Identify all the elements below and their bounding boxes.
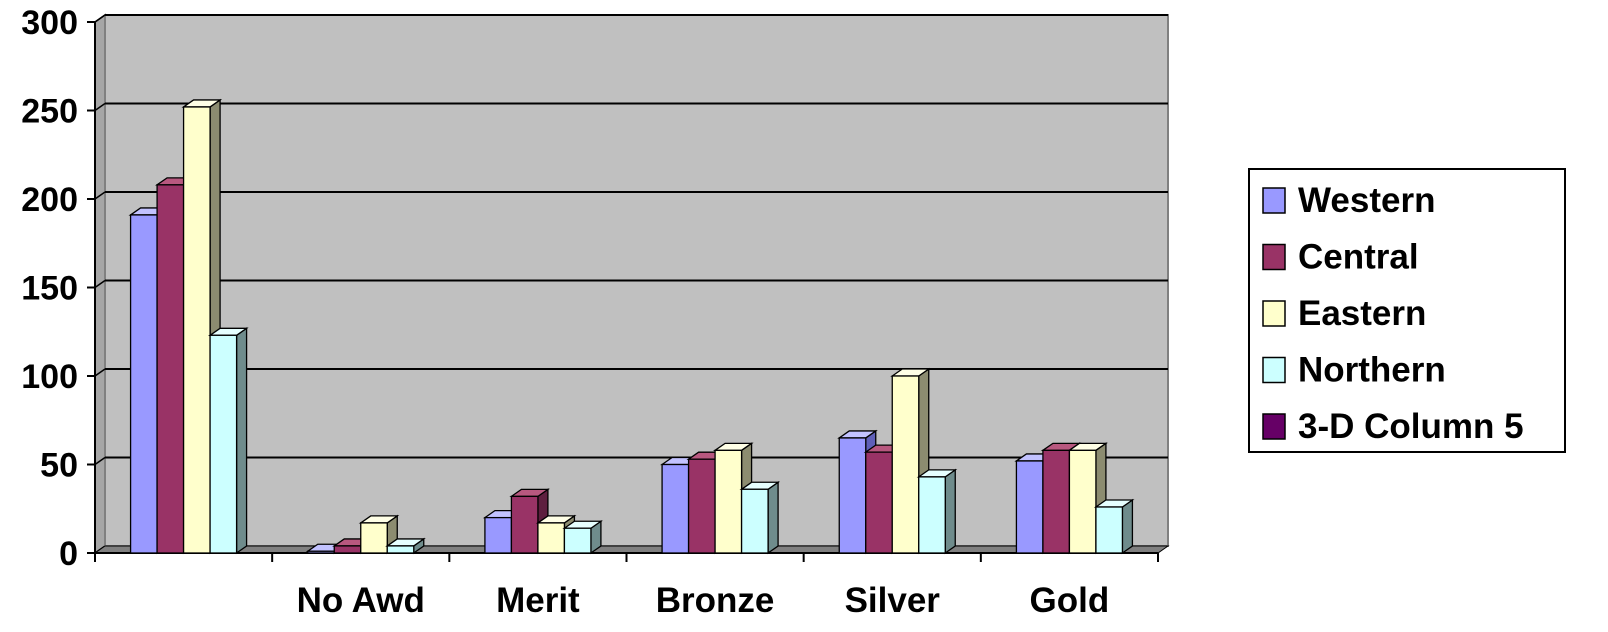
legend-swatch bbox=[1262, 356, 1286, 384]
bar bbox=[916, 468, 958, 555]
legend-item: 3-D Column 5 bbox=[1262, 407, 1524, 446]
y-tick-label: 200 bbox=[21, 181, 78, 219]
bar bbox=[890, 367, 931, 555]
x-axis: No Awd Merit Bronze Silver Gold bbox=[94, 552, 1159, 620]
bars bbox=[128, 98, 1135, 555]
legend-label: Northern bbox=[1298, 351, 1446, 390]
gridline-side bbox=[94, 102, 106, 112]
legend-swatch bbox=[1262, 413, 1286, 440]
legend-label: Western bbox=[1298, 181, 1435, 220]
legend-label: Eastern bbox=[1298, 294, 1426, 333]
y-tick-label: 150 bbox=[21, 270, 78, 308]
legend: Western Central Eastern Northern 3-D Column … bbox=[1248, 168, 1566, 453]
bar bbox=[208, 327, 249, 555]
legend-item: Central bbox=[1262, 238, 1419, 277]
legend-item: Western bbox=[1262, 181, 1435, 220]
legend-label: 3-D Column 5 bbox=[1298, 407, 1524, 446]
bar bbox=[385, 537, 426, 555]
y-tick-label: 50 bbox=[40, 447, 78, 485]
gridline-side bbox=[94, 456, 106, 466]
x-category-label: Merit bbox=[496, 581, 580, 620]
x-category-label: Silver bbox=[845, 581, 941, 620]
y-axis: 0 50 100 150 200 250 300 bbox=[21, 4, 96, 573]
x-category-label: Gold bbox=[1030, 581, 1110, 620]
gridline-side bbox=[94, 368, 106, 377]
y-tick-label: 250 bbox=[21, 93, 78, 131]
legend-item: Northern bbox=[1262, 351, 1446, 390]
y-tick-label: 300 bbox=[21, 4, 78, 42]
floor bbox=[93, 545, 1170, 554]
y-tick-label: 0 bbox=[59, 535, 78, 573]
legend-swatch bbox=[1262, 243, 1286, 271]
gridlines bbox=[94, 14, 1168, 466]
x-category-label: No Awd bbox=[297, 581, 425, 620]
legend-box bbox=[1248, 168, 1566, 453]
legend-swatch bbox=[1262, 187, 1286, 214]
legend-swatch bbox=[1262, 300, 1286, 327]
plot-area bbox=[93, 13, 1170, 555]
bar bbox=[1093, 498, 1135, 555]
y-tick-label: 100 bbox=[21, 358, 78, 396]
legend-item: Eastern bbox=[1262, 294, 1426, 333]
gridline-side bbox=[94, 279, 106, 289]
x-category-label: Bronze bbox=[656, 581, 775, 620]
bar bbox=[739, 481, 781, 555]
legend-label: Central bbox=[1298, 238, 1419, 277]
gridline-side bbox=[94, 191, 106, 200]
bar bbox=[562, 519, 603, 555]
gridline-side bbox=[94, 14, 106, 23]
